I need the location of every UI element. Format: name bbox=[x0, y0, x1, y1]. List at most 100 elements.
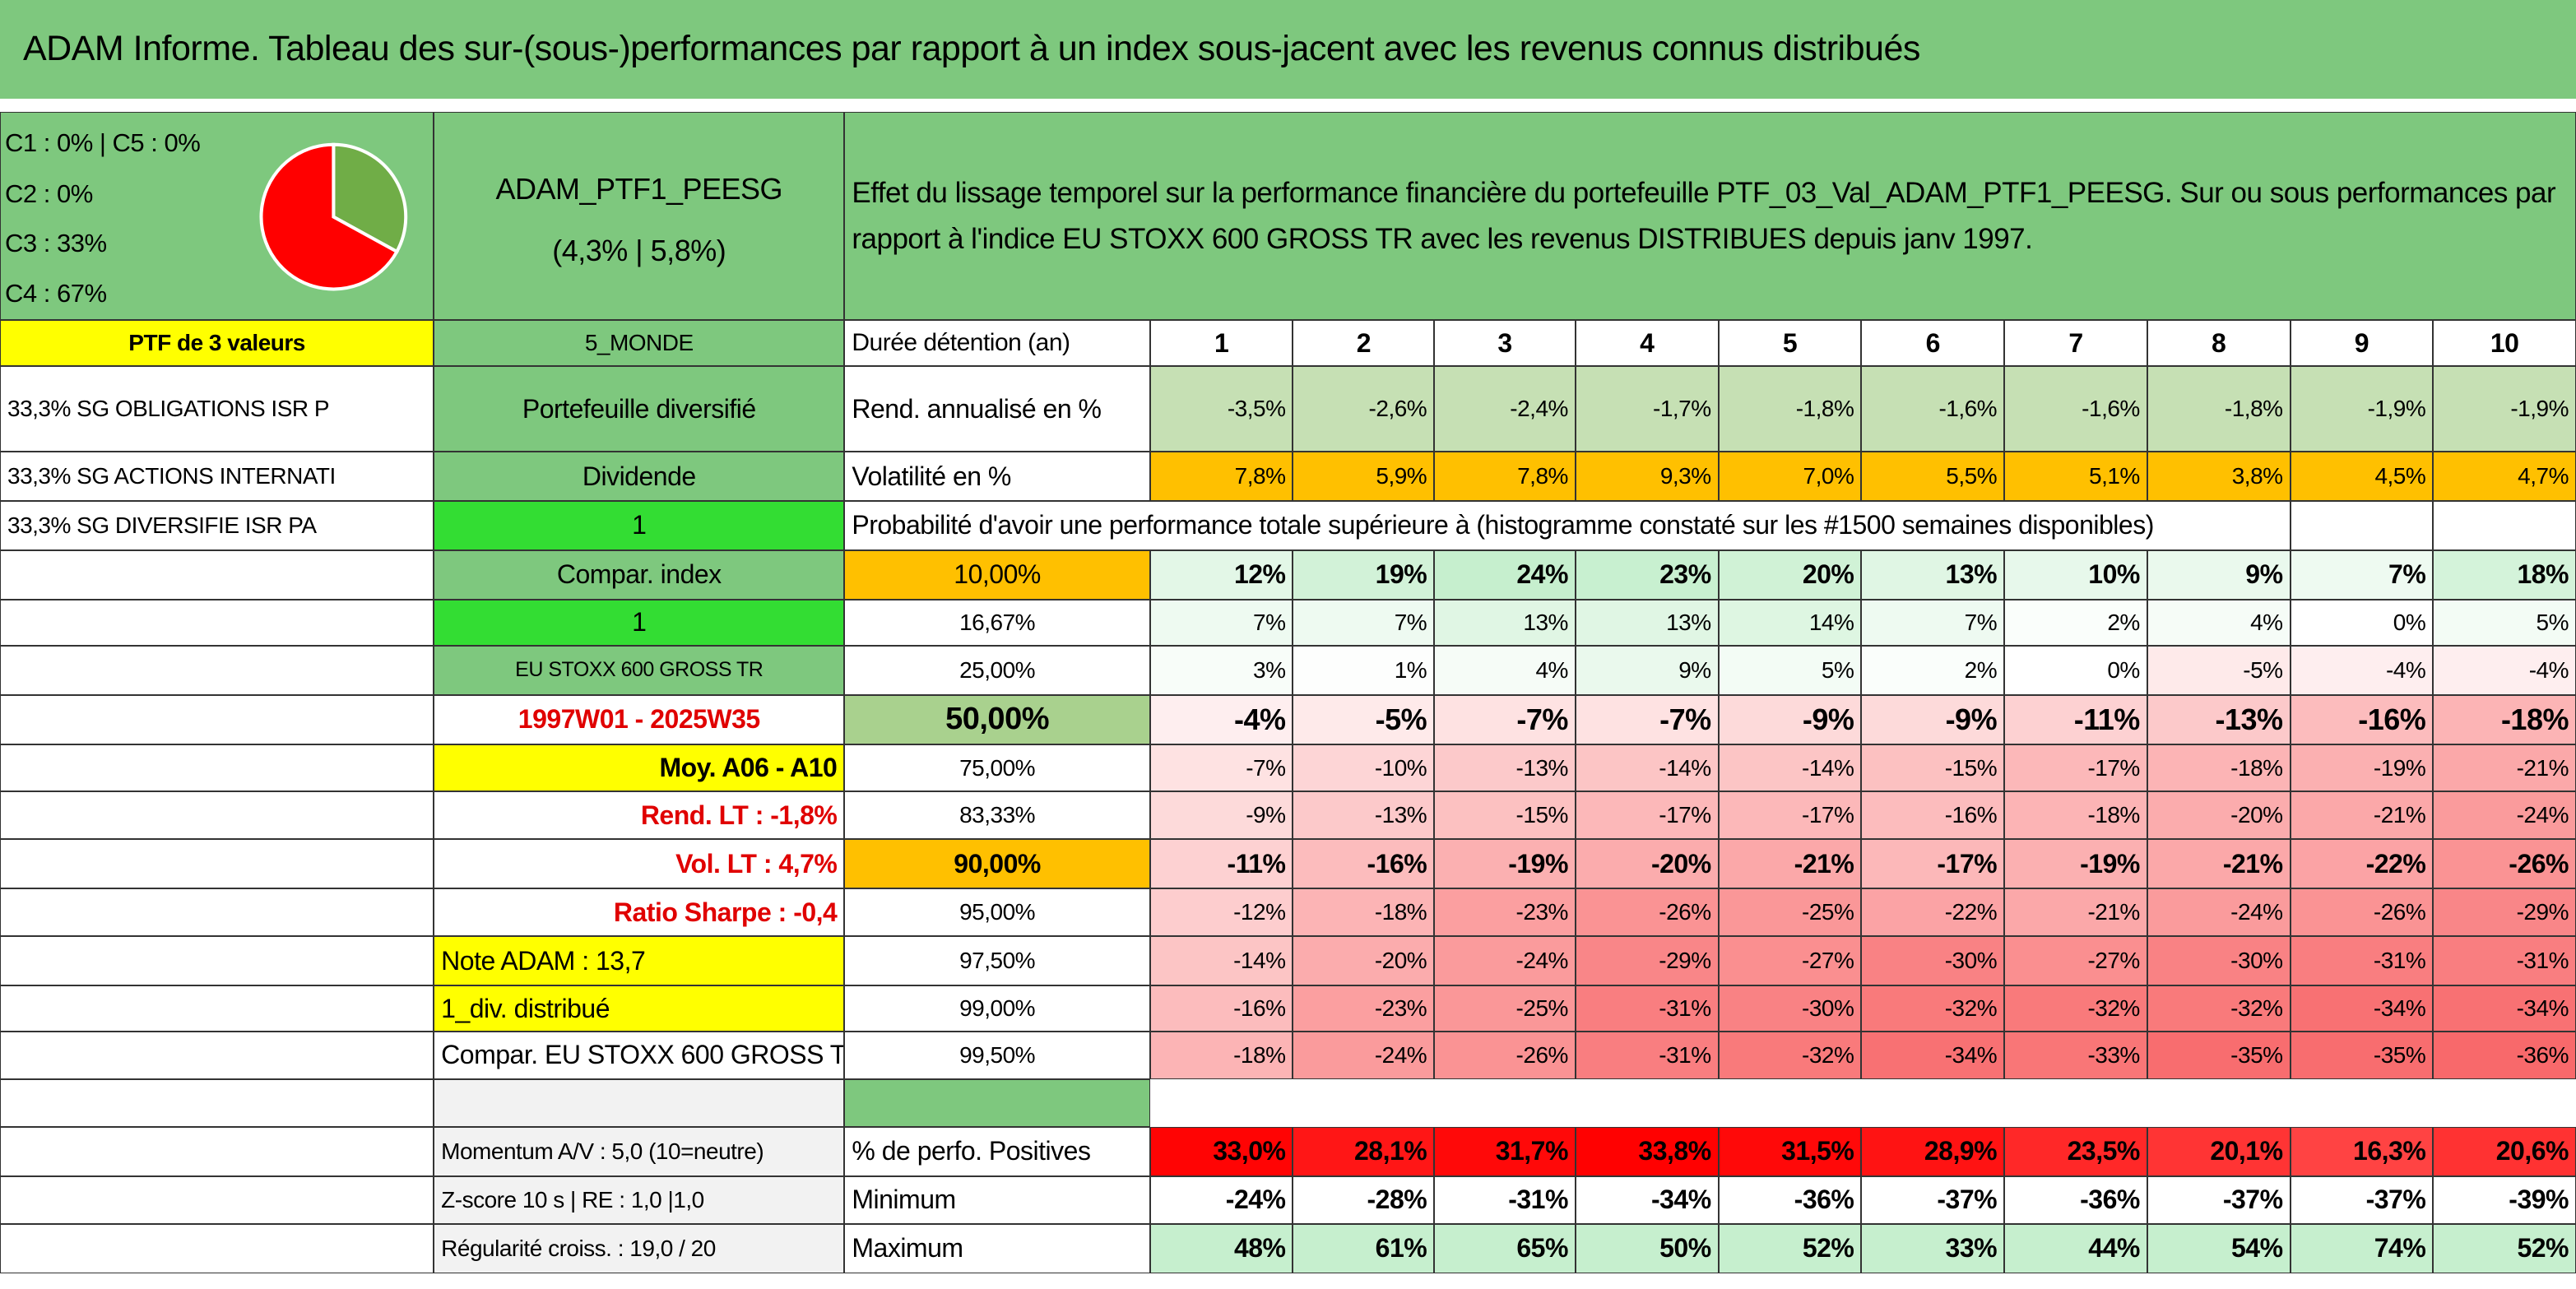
table-cell: -13% bbox=[1293, 791, 1435, 840]
table-cell: -37% bbox=[1861, 1175, 2005, 1224]
table-cell: -1,9% bbox=[2290, 366, 2434, 452]
table-cell: -20% bbox=[2147, 791, 2291, 840]
row-header: Maximum bbox=[844, 1223, 1150, 1273]
portfolio-name: ADAM_PTF1_PEESG bbox=[495, 171, 783, 206]
table-cell: -30% bbox=[1861, 936, 2005, 986]
table-cell: -17% bbox=[2004, 744, 2147, 792]
row-label bbox=[0, 888, 434, 937]
empty-cell bbox=[1149, 1078, 2576, 1127]
pie-legend-label: C1 : 0% | C5 : 0% bbox=[5, 128, 201, 157]
row-parameter: Compar. index bbox=[434, 549, 845, 600]
table-cell: 54% bbox=[2147, 1223, 2291, 1273]
row-parameter: Z-score 10 s | RE : 1,0 |1,0 bbox=[434, 1175, 845, 1224]
table-cell: -23% bbox=[1293, 985, 1435, 1032]
table-cell: 7,8% bbox=[1434, 452, 1576, 501]
row-label bbox=[0, 791, 434, 840]
table-cell: -2,6% bbox=[1293, 366, 1435, 452]
row-parameter: Momentum A/V : 5,0 (10=neutre) bbox=[434, 1126, 845, 1176]
table-cell: -24% bbox=[2147, 888, 2291, 937]
table-cell: -33% bbox=[2004, 1031, 2147, 1079]
table-cell: -28% bbox=[1293, 1175, 1435, 1224]
row-label: 33,3% SG ACTIONS INTERNATI bbox=[0, 452, 434, 501]
table-cell: 4 bbox=[1575, 320, 1719, 367]
table-cell: -29% bbox=[2433, 888, 2576, 937]
table-cell: 5,9% bbox=[1293, 452, 1435, 501]
table-cell: 7,8% bbox=[1149, 452, 1293, 501]
table-cell: -26% bbox=[2433, 839, 2576, 889]
row-parameter: Portefeuille diversifié bbox=[434, 366, 845, 452]
row-label bbox=[0, 1126, 434, 1176]
table-cell: -21% bbox=[2433, 744, 2576, 792]
table-cell: -20% bbox=[1575, 839, 1719, 889]
table-cell: -12% bbox=[1149, 888, 1293, 937]
table-cell: 20,6% bbox=[2433, 1126, 2576, 1176]
table-cell: 0% bbox=[2290, 599, 2434, 646]
table-cell: -27% bbox=[2004, 936, 2147, 986]
row-parameter: Vol. LT : 4,7% bbox=[434, 839, 845, 889]
table-cell: 9% bbox=[1575, 645, 1719, 695]
row-header: % de perfo. Positives bbox=[844, 1126, 1150, 1176]
row-label: 33,3% SG OBLIGATIONS ISR P bbox=[0, 366, 434, 452]
table-cell: -37% bbox=[2290, 1175, 2434, 1224]
table-cell: -1,7% bbox=[1575, 366, 1719, 452]
table-cell: 0% bbox=[2004, 645, 2147, 695]
table-cell: 14% bbox=[1718, 599, 1862, 646]
table-cell: 18% bbox=[2433, 549, 2576, 600]
table-cell: -31% bbox=[1575, 985, 1719, 1032]
row-parameter: EU STOXX 600 GROSS TR bbox=[434, 645, 845, 695]
table-cell: -24% bbox=[2433, 791, 2576, 840]
table-cell: -18% bbox=[2433, 694, 2576, 744]
row-parameter: Compar. EU STOXX 600 GROSS TR bbox=[434, 1031, 845, 1079]
table-cell: 5% bbox=[2433, 599, 2576, 646]
table-cell: -9% bbox=[1149, 791, 1293, 840]
table-note: Probabilité d'avoir une performance tota… bbox=[844, 501, 2291, 550]
table-cell: -31% bbox=[2433, 936, 2576, 986]
row-label: PTF de 3 valeurs bbox=[0, 320, 434, 367]
table-cell: -34% bbox=[2290, 985, 2434, 1032]
table-cell: -18% bbox=[2147, 744, 2291, 792]
row-parameter: 1 bbox=[434, 501, 845, 550]
table-cell: 33% bbox=[1861, 1223, 2005, 1273]
pie-legend-label: C2 : 0% bbox=[5, 179, 93, 208]
row-header: Durée détention (an) bbox=[844, 320, 1150, 367]
table-cell: -19% bbox=[2290, 744, 2434, 792]
table-cell: -22% bbox=[2290, 839, 2434, 889]
table-cell: 16,3% bbox=[2290, 1126, 2434, 1176]
table-cell: 9,3% bbox=[1575, 452, 1719, 501]
table-cell: -26% bbox=[2290, 888, 2434, 937]
table-cell: 52% bbox=[1718, 1223, 1862, 1273]
page-title: ADAM Informe. Tableau des sur-(sous-)per… bbox=[0, 0, 2576, 99]
table-cell: 12% bbox=[1149, 549, 1293, 600]
row-label bbox=[0, 1078, 434, 1127]
row-header: 16,67% bbox=[844, 599, 1150, 646]
table-cell: -30% bbox=[1718, 985, 1862, 1032]
table-cell: 7% bbox=[1293, 599, 1435, 646]
portfolio-stats: (4,3% | 5,8%) bbox=[552, 233, 726, 267]
row-label bbox=[0, 1175, 434, 1224]
row-header: Minimum bbox=[844, 1175, 1150, 1224]
table-cell: -25% bbox=[1718, 888, 1862, 937]
table-cell: -27% bbox=[1718, 936, 1862, 986]
row-label bbox=[0, 985, 434, 1032]
row-parameter: 5_MONDE bbox=[434, 320, 845, 367]
table-cell: -1,9% bbox=[2433, 366, 2576, 452]
row-label bbox=[0, 549, 434, 600]
table-cell: 10% bbox=[2004, 549, 2147, 600]
row-parameter: Ratio Sharpe : -0,4 bbox=[434, 888, 845, 937]
row-header: 50,00% bbox=[844, 694, 1150, 744]
table-cell: -17% bbox=[1861, 839, 2005, 889]
table-cell: -21% bbox=[2004, 888, 2147, 937]
table-cell: -16% bbox=[2290, 694, 2434, 744]
table-cell: 23,5% bbox=[2004, 1126, 2147, 1176]
table-cell: 2 bbox=[1293, 320, 1435, 367]
table-cell: 7% bbox=[1861, 599, 2005, 646]
table-cell: 48% bbox=[1149, 1223, 1293, 1273]
table-cell: 31,5% bbox=[1718, 1126, 1862, 1176]
table-cell: 1 bbox=[1149, 320, 1293, 367]
table-cell: -16% bbox=[1861, 791, 2005, 840]
table-cell: -25% bbox=[1434, 985, 1576, 1032]
table-cell: -1,6% bbox=[2004, 366, 2147, 452]
table-cell: -2,4% bbox=[1434, 366, 1576, 452]
row-parameter: 1_div. distribué bbox=[434, 985, 845, 1032]
